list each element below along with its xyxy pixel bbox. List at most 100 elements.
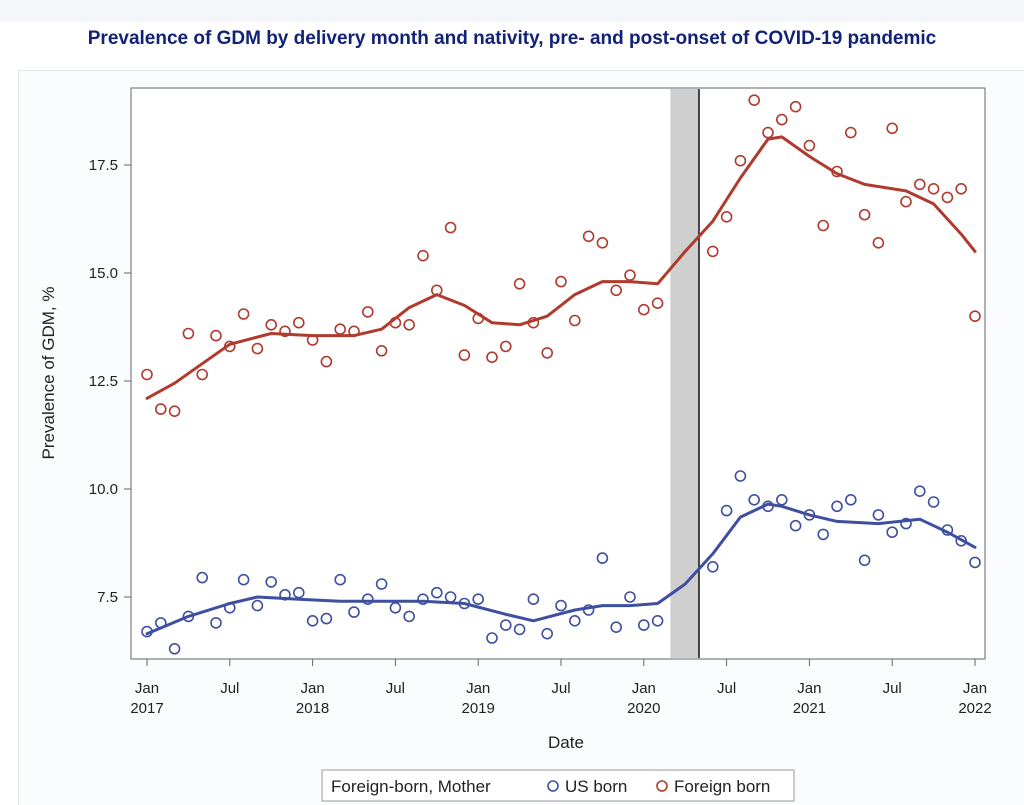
legend-box [321,769,795,802]
data-point-us-born [582,604,595,616]
legend: Foreign-born, Mother US born Foreign bor… [321,769,795,802]
data-point-us-born [389,601,402,614]
data-point-foreign-born [927,183,940,195]
data-point-us-born [610,621,623,634]
legend-title: Foreign-born, Mother [331,777,491,796]
data-point-foreign-born [292,316,305,329]
trend-line-foreign-born [145,135,977,400]
y-tick-label: 10.0 [89,481,118,498]
data-point-foreign-born [141,368,153,381]
data-point-foreign-born [858,208,871,221]
y-axis-label: Prevalence of GDM, % [39,287,58,460]
data-point-us-born [444,591,457,603]
data-point-foreign-born [527,316,540,329]
data-point-foreign-born [499,340,512,353]
x-tick-label: Jul [220,680,239,697]
data-point-us-born [969,556,981,569]
y-tick-label: 17.5 [89,157,118,174]
x-tick-label: Jul [551,680,570,697]
data-point-us-born [472,593,485,606]
data-point-us-born [817,528,830,541]
data-point-us-born [555,599,567,612]
data-point-us-born [651,614,664,627]
data-point-us-born [513,623,526,636]
data-point-us-born [568,614,581,627]
pandemic-shaded-band [670,89,699,658]
data-point-foreign-born [251,342,264,355]
data-point-foreign-born [610,284,623,297]
legend-marker-foreign-born [656,780,668,792]
data-point-foreign-born [541,347,554,359]
data-point-foreign-born [375,344,388,357]
data-point-us-born [320,612,333,625]
data-point-foreign-born [320,355,333,368]
data-point-us-born [458,597,471,610]
data-point-foreign-born [155,403,167,415]
data-point-us-born [306,614,319,627]
data-point-foreign-born [637,303,650,316]
data-point-foreign-born [762,126,774,139]
data-point-foreign-born [196,368,208,381]
data-point-foreign-born [941,191,954,204]
data-point-foreign-born [224,340,236,353]
data-point-us-born [168,642,181,655]
data-point-foreign-born [831,165,843,178]
data-point-us-born [831,500,843,513]
data-point-us-born [748,493,761,506]
data-point-us-born [913,485,926,498]
data-point-us-born [430,586,443,599]
data-point-us-born [403,610,416,623]
plot-area [130,87,986,660]
data-point-us-born [844,493,857,506]
y-tick-label: 7.5 [97,589,118,606]
x-tick-year-label: 2018 [296,700,329,717]
data-point-us-born [775,493,788,506]
data-point-foreign-born [596,237,609,249]
data-point-foreign-born [734,154,747,167]
x-tick-label: Jan [135,680,159,697]
data-point-foreign-born [775,113,788,126]
data-point-us-born [886,526,899,539]
data-point-us-born [182,610,195,623]
data-point-foreign-born [582,230,595,243]
data-point-foreign-born [334,323,347,336]
x-tick-label: Jan [797,680,821,697]
data-point-us-born [375,578,388,590]
data-point-us-born [141,625,153,638]
data-point-us-born [900,517,912,530]
data-point-us-born [224,601,236,614]
data-point-foreign-born [555,275,567,288]
data-point-us-born [417,593,429,606]
data-point-us-born [155,617,167,629]
x-tick-label: Jan [466,680,490,697]
data-point-us-born [706,560,719,573]
data-point-foreign-born [955,183,968,195]
data-point-foreign-born [803,139,816,152]
data-point-foreign-born [279,325,291,338]
data-point-us-born [762,500,774,513]
legend-marker-us-born [547,780,559,792]
data-point-foreign-born [706,245,719,258]
data-point-us-born [624,591,636,603]
data-point-us-born [734,470,747,482]
data-point-us-born [941,524,954,536]
data-point-foreign-born [817,219,830,232]
x-tick-label: Jul [883,680,902,697]
data-point-us-born [527,593,540,606]
data-point-us-born [361,593,374,606]
data-point-foreign-born [265,318,278,331]
data-point-foreign-born [486,351,498,364]
legend-label-us-born: US born [565,777,627,796]
data-point-us-born [789,519,802,532]
data-point-foreign-born [361,306,374,318]
data-point-us-born [858,554,871,567]
data-point-foreign-born [872,237,885,249]
trend-line-us-born [145,502,977,636]
data-point-us-born [237,573,250,586]
data-point-us-born [803,509,816,521]
data-point-us-born [486,632,498,644]
data-point-foreign-born [513,277,526,290]
data-point-foreign-born [430,284,443,297]
y-tick-label: 12.5 [89,373,118,390]
x-tick-year-label: 2019 [462,700,495,717]
